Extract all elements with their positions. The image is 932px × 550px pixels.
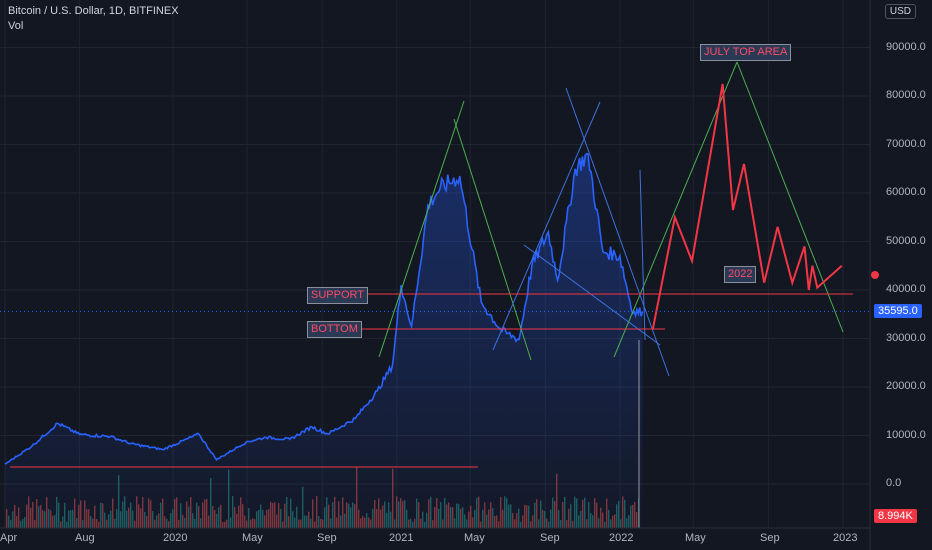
y-tick-label: 40000.0 [886,283,926,295]
x-tick-label: Sep [317,532,337,544]
price-area-fill [5,153,643,528]
july-top-area-label: JULY TOP AREA [700,44,792,61]
y-tick-label: 80000.0 [886,89,926,101]
support-label: SUPPORT [307,287,368,304]
chart-title: Bitcoin / U.S. Dollar, 1D, BITFINEX [8,5,179,17]
projection-line [651,83,843,329]
year-2022-label: 2022 [724,266,757,283]
x-tick-label: May [685,532,706,544]
x-tick-label: 2020 [163,532,188,544]
bottom-label: BOTTOM [307,321,362,338]
x-tick-label: Aug [75,532,95,544]
y-tick-label: 10000.0 [886,428,926,441]
green-trend-line [736,61,844,333]
y-tick-label: 20000.0 [886,380,926,392]
green-trend-line [378,100,465,358]
alert-dot [871,271,879,279]
last-price-badge: 35595.0 [874,304,922,318]
x-tick-label: May [242,532,263,544]
x-tick-label: 2022 [609,532,634,544]
blue-trend-line [492,101,601,351]
x-tick-label: 2021 [389,532,414,544]
currency-button[interactable]: USD [884,4,916,19]
y-tick-label: 70000.0 [886,137,926,150]
y-tick-label: 0.0 [886,477,902,489]
y-tick-label: 90000.0 [886,40,926,53]
y-tick-label: 30000.0 [886,331,926,344]
x-tick-label: May [464,532,485,544]
green-trend-line [613,61,738,358]
blue-trend-line [565,87,670,377]
x-tick-label: Apr [0,532,18,544]
volume-label: Vol [8,20,24,32]
y-tick-label: 50000.0 [886,234,926,247]
green-trend-line [453,118,532,361]
x-tick-label: 2023 [833,532,858,544]
price-line [4,152,644,465]
x-tick-label: Sep [760,532,780,544]
last-volume-badge: 8.994K [874,509,917,523]
x-tick-label: Sep [540,532,560,544]
blue-trend-line [523,244,661,346]
y-tick-label: 60000.0 [886,186,926,198]
